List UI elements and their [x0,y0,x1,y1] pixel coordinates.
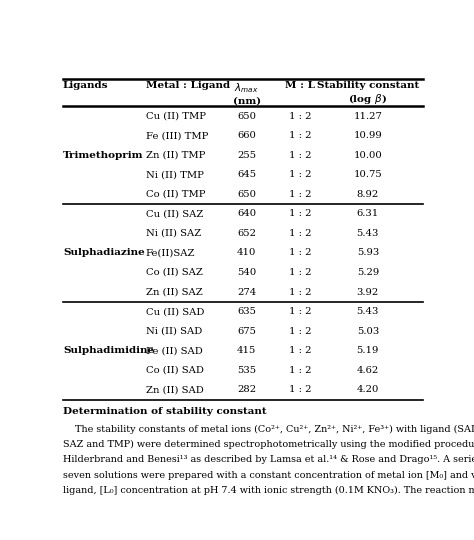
Text: 535: 535 [237,366,256,375]
Text: 415: 415 [237,346,256,355]
Text: Sulphadimidine: Sulphadimidine [63,346,154,355]
Text: Co (II) TMP: Co (II) TMP [146,190,205,199]
Text: 10.75: 10.75 [354,170,382,179]
Text: 5.29: 5.29 [357,268,379,277]
Text: Fe(II)SAZ: Fe(II)SAZ [146,248,195,258]
Text: Cu (II) SAZ: Cu (II) SAZ [146,210,203,218]
Text: 5.43: 5.43 [356,307,379,316]
Text: 5.93: 5.93 [357,248,379,258]
Text: 1 : 2: 1 : 2 [289,210,311,218]
Text: 8.92: 8.92 [357,190,379,199]
Text: 635: 635 [237,307,256,316]
Text: 1 : 2: 1 : 2 [289,346,311,355]
Text: 1 : 2: 1 : 2 [289,151,311,160]
Text: Sulphadiazine: Sulphadiazine [63,248,145,258]
Text: 4.20: 4.20 [356,385,379,394]
Text: 282: 282 [237,385,256,394]
Text: Ni (II) SAZ: Ni (II) SAZ [146,229,201,238]
Text: 652: 652 [237,229,256,238]
Text: 675: 675 [237,327,256,336]
Text: Co (II) SAZ: Co (II) SAZ [146,268,202,277]
Text: Determination of stability constant: Determination of stability constant [63,407,266,416]
Text: 1 : 2: 1 : 2 [289,307,311,316]
Text: 5.19: 5.19 [356,346,379,355]
Text: Zn (II) TMP: Zn (II) TMP [146,151,205,160]
Text: Ni (II) TMP: Ni (II) TMP [146,170,203,179]
Text: 540: 540 [237,268,256,277]
Text: 1 : 2: 1 : 2 [289,268,311,277]
Text: 255: 255 [237,151,256,160]
Text: ligand, [L₀] concentration at pH 7.4 with ionic strength (0.1M KNO₃). The reacti: ligand, [L₀] concentration at pH 7.4 wit… [63,486,474,495]
Text: 6.31: 6.31 [357,210,379,218]
Text: 1 : 2: 1 : 2 [289,366,311,375]
Text: 10.00: 10.00 [354,151,382,160]
Text: 1 : 2: 1 : 2 [289,131,311,140]
Text: 1 : 2: 1 : 2 [289,190,311,199]
Text: Trimethoprim: Trimethoprim [63,151,144,160]
Text: Fe (II) SAD: Fe (II) SAD [146,346,202,355]
Text: Zn (II) SAD: Zn (II) SAD [146,385,203,394]
Text: 4.62: 4.62 [357,366,379,375]
Text: 640: 640 [237,210,256,218]
Text: The stability constants of metal ions (Co²⁺, Cu²⁺, Zn²⁺, Ni²⁺, Fe³⁺) with ligand: The stability constants of metal ions (C… [63,424,474,434]
Text: 1 : 2: 1 : 2 [289,385,311,394]
Text: Fe (III) TMP: Fe (III) TMP [146,131,208,140]
Text: 10.99: 10.99 [354,131,382,140]
Text: SAZ and TMP) were determined spectrophotometrically using the modified procedure: SAZ and TMP) were determined spectrophot… [63,440,474,449]
Text: $\lambda_{max}$
(nm): $\lambda_{max}$ (nm) [233,82,261,106]
Text: 1 : 2: 1 : 2 [289,229,311,238]
Text: 274: 274 [237,287,256,296]
Text: 1 : 2: 1 : 2 [289,327,311,336]
Text: Ni (II) SAD: Ni (II) SAD [146,327,202,336]
Text: 1 : 2: 1 : 2 [289,248,311,258]
Text: 1 : 2: 1 : 2 [289,112,311,120]
Text: 11.27: 11.27 [354,112,382,120]
Text: 3.92: 3.92 [357,287,379,296]
Text: 1 : 2: 1 : 2 [289,170,311,179]
Text: Zn (II) SAZ: Zn (II) SAZ [146,287,202,296]
Text: Metal : Ligand: Metal : Ligand [146,82,230,90]
Text: 1 : 2: 1 : 2 [289,287,311,296]
Text: 5.43: 5.43 [356,229,379,238]
Text: 650: 650 [237,112,256,120]
Text: Cu (II) SAD: Cu (II) SAD [146,307,204,316]
Text: seven solutions were prepared with a constant concentration of metal ion [M₀] an: seven solutions were prepared with a con… [63,471,474,480]
Text: M : L: M : L [285,82,315,90]
Text: Stability constant
(log $\beta$): Stability constant (log $\beta$) [317,82,419,106]
Text: 5.03: 5.03 [357,327,379,336]
Text: Co (II) SAD: Co (II) SAD [146,366,203,375]
Text: 660: 660 [237,131,256,140]
Text: Cu (II) TMP: Cu (II) TMP [146,112,206,120]
Text: Ligands: Ligands [63,82,109,90]
Text: Hilderbrand and Benesi¹³ as described by Lamsa et al.¹⁴ & Rose and Drago¹⁵. A se: Hilderbrand and Benesi¹³ as described by… [63,455,474,464]
Text: 645: 645 [237,170,256,179]
Text: 410: 410 [237,248,256,258]
Text: 650: 650 [237,190,256,199]
